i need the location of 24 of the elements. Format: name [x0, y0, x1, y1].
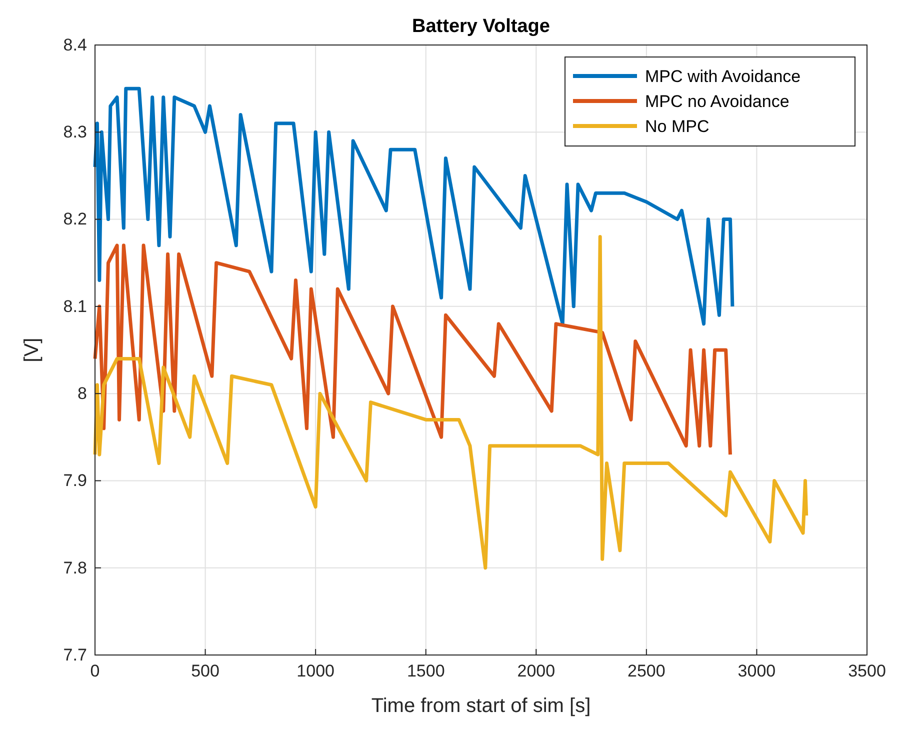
line-series [93, 234, 808, 570]
x-tick-label: 1000 [296, 662, 334, 681]
y-tick-label: 8.4 [63, 35, 87, 54]
x-tick-label: 0 [90, 662, 100, 681]
y-tick-label: 7.9 [63, 471, 87, 490]
line-series [93, 244, 732, 456]
y-tick-label: 8 [77, 384, 87, 404]
x-tick-label: 3500 [848, 662, 886, 681]
legend-label: No MPC [645, 117, 710, 136]
y-tick-label: 8.2 [63, 210, 87, 229]
y-axis-title: [V] [21, 338, 43, 362]
legend-label: MPC no Avoidance [645, 92, 790, 111]
chart-title: Battery Voltage [412, 16, 550, 37]
y-tick-label: 7.7 [63, 645, 87, 664]
x-tick-label: 2500 [628, 662, 666, 681]
y-tick-label: 8.1 [63, 296, 87, 316]
legend-label: MPC with Avoidance [645, 67, 801, 86]
y-tick-label: 7.8 [63, 558, 87, 578]
x-tick-label: 500 [191, 662, 220, 681]
x-tick-label: 3000 [738, 662, 776, 681]
x-tick-label: 2000 [517, 662, 556, 681]
x-axis-title: Time from start of sim [s] [371, 695, 591, 717]
x-tick-label: 1500 [406, 662, 445, 681]
y-tick-label: 8.3 [63, 122, 87, 142]
